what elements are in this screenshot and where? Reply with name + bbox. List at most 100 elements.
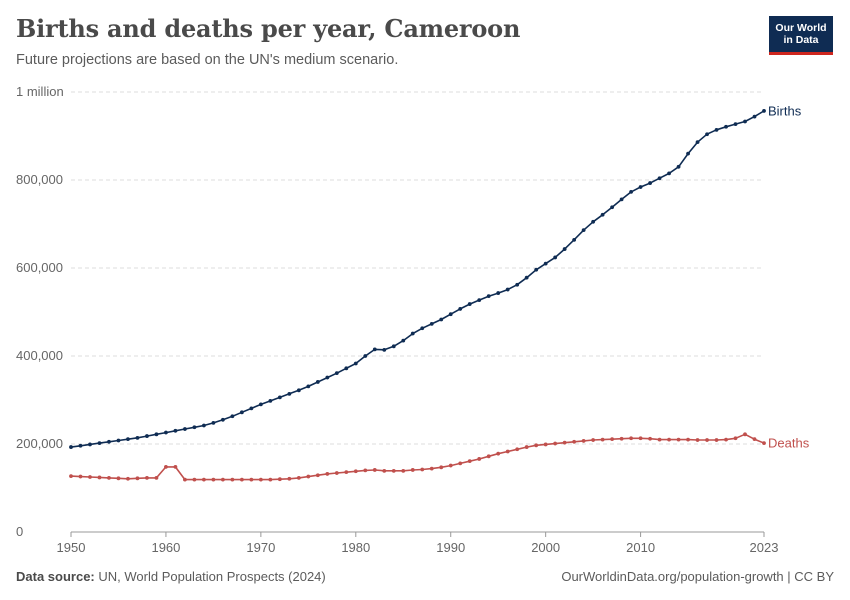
- births-point: [762, 109, 766, 113]
- births-point: [230, 414, 235, 419]
- deaths-point: [676, 437, 681, 442]
- deaths-point: [429, 466, 434, 471]
- births-point: [145, 434, 149, 438]
- deaths-point: [287, 476, 292, 481]
- deaths-point: [211, 477, 216, 482]
- births-point: [97, 441, 102, 446]
- births-point: [572, 237, 577, 242]
- births-point: [724, 124, 728, 129]
- deaths-point: [553, 441, 558, 446]
- deaths-point: [496, 451, 501, 456]
- deaths-point: [268, 477, 273, 482]
- deaths-point: [524, 445, 529, 449]
- births-point: [277, 395, 282, 400]
- deaths-point: [296, 475, 301, 480]
- births-point: [353, 361, 358, 366]
- chart-subtitle: Future projections are based on the UN's…: [16, 52, 399, 68]
- deaths-point: [600, 437, 605, 442]
- deaths-point: [135, 476, 140, 481]
- births-point: [192, 425, 197, 430]
- births-point: [239, 410, 244, 415]
- births-point: [448, 312, 453, 317]
- births-point: [429, 321, 434, 326]
- births-point: [619, 197, 624, 202]
- deaths-point: [695, 438, 700, 442]
- deaths-point: [69, 474, 73, 479]
- deaths-point: [164, 464, 168, 469]
- births-point: [581, 228, 586, 233]
- births-point: [135, 435, 140, 440]
- births-point: [733, 122, 738, 127]
- births-point: [183, 427, 187, 431]
- births-point: [363, 354, 368, 358]
- deaths-point: [562, 440, 567, 445]
- source-link[interactable]: OurWorldinData.org/population-growth | C…: [561, 569, 834, 584]
- y-tick-label: 0: [16, 524, 23, 539]
- births-point: [496, 291, 501, 295]
- deaths-point: [448, 463, 453, 468]
- births-point: [477, 298, 482, 303]
- deaths-point: [581, 439, 586, 443]
- births-point: [515, 282, 520, 287]
- births-point: [562, 247, 567, 251]
- deaths-point: [610, 437, 615, 442]
- deaths-point: [239, 477, 244, 482]
- births-point: [705, 132, 709, 137]
- deaths-point: [88, 475, 92, 479]
- deaths-series-label: Deaths: [768, 436, 810, 451]
- deaths-point: [173, 464, 178, 469]
- births-point: [88, 442, 92, 447]
- data-source-text: UN, World Population Prospects (2024): [98, 569, 326, 584]
- owid-logo[interactable]: Our World in Data: [769, 16, 833, 55]
- births-point: [686, 151, 690, 156]
- births-point: [164, 430, 168, 435]
- births-point: [107, 439, 111, 444]
- deaths-point: [315, 473, 320, 478]
- deaths-point: [733, 436, 738, 441]
- births-point: [334, 371, 339, 376]
- deaths-point: [743, 432, 747, 437]
- deaths-point: [667, 437, 671, 442]
- births-point: [315, 380, 320, 384]
- deaths-point: [724, 437, 728, 442]
- deaths-point: [334, 471, 339, 475]
- births-point: [116, 438, 121, 443]
- deaths-point: [629, 436, 633, 441]
- births-point: [287, 391, 292, 396]
- births-point: [173, 428, 178, 433]
- births-point: [78, 443, 83, 448]
- deaths-point: [325, 472, 330, 476]
- deaths-point: [657, 437, 662, 442]
- deaths-point: [458, 461, 463, 466]
- x-tick-label: 1980: [341, 540, 370, 555]
- x-tick-label: 2000: [531, 540, 560, 555]
- deaths-point: [116, 476, 121, 481]
- births-point: [410, 331, 415, 336]
- deaths-point: [202, 477, 206, 482]
- births-point: [372, 347, 377, 352]
- deaths-point: [543, 442, 548, 447]
- births-point: [325, 375, 330, 380]
- deaths-point: [401, 468, 406, 473]
- births-point: [258, 402, 263, 407]
- logo-line-2: in Data: [783, 34, 819, 46]
- y-tick-label: 400,000: [16, 348, 63, 363]
- deaths-point: [534, 443, 539, 448]
- y-tick-label: 200,000: [16, 436, 63, 451]
- deaths-point: [192, 477, 197, 482]
- deaths-point: [126, 476, 130, 481]
- series: Births Deaths: [69, 103, 810, 482]
- births-point: [439, 317, 444, 322]
- deaths-point: [306, 474, 311, 479]
- births-point: [695, 140, 700, 145]
- x-tick-label: 2023: [750, 540, 779, 555]
- deaths-point: [486, 454, 491, 459]
- data-source-label: Data source:: [16, 569, 95, 584]
- deaths-point: [705, 438, 709, 442]
- births-point: [467, 302, 472, 306]
- births-point: [667, 171, 671, 176]
- deaths-point: [382, 468, 387, 473]
- deaths-point: [572, 439, 577, 444]
- axes: 0 200,000 400,000 600,000 800,000 1 million 19…: [16, 84, 778, 555]
